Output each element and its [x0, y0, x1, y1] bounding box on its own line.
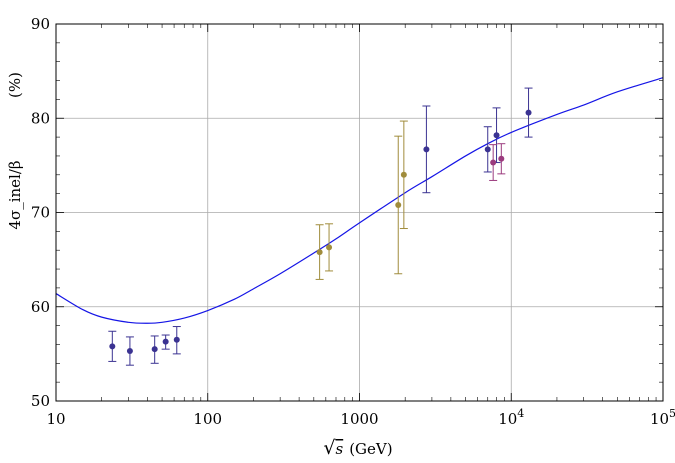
y-tick-label: 80 [31, 109, 50, 127]
data-point [151, 346, 158, 353]
minor-ticks [55, 23, 664, 402]
x-tick-label: 10 [46, 410, 65, 428]
fit-curve [55, 77, 664, 324]
x-tick-base: 1000 [340, 410, 378, 428]
y-tick-label: 50 [31, 392, 50, 410]
x-tick-exponent: 5 [669, 407, 675, 420]
x-tick-label: 105 [650, 407, 675, 428]
data-point [525, 109, 532, 116]
data-point [423, 146, 430, 153]
data-series-3 [489, 143, 506, 181]
x-tick-labels: 10 100 1000 104 105 [46, 407, 675, 428]
y-axis-label: 4σ_inel/β [6, 160, 24, 229]
data-point [395, 201, 402, 208]
x-tick-base: 100 [193, 410, 222, 428]
y-tick-label: 60 [31, 298, 50, 316]
x-tick-exponent: 4 [517, 407, 524, 420]
x-axis-unit: (GeV) [349, 440, 392, 458]
data-point [109, 343, 116, 350]
y-tick-labels: 50 60 70 80 90 [31, 15, 50, 410]
y-axis-unit: (%) [6, 72, 24, 98]
x-axis-variable: s [336, 440, 344, 458]
x-tick-label: 104 [498, 407, 524, 428]
data-point [498, 155, 505, 162]
data-point [484, 146, 491, 153]
data-point [173, 336, 180, 343]
x-tick-base: 10 [650, 410, 669, 428]
data-point [490, 159, 497, 166]
data-series-2 [315, 120, 408, 280]
x-tick-label: 100 [193, 410, 222, 428]
fit-curve-line [55, 77, 664, 324]
x-axis-sqrt-symbol: √ [323, 437, 336, 459]
data-point [316, 249, 323, 256]
data-point [162, 338, 169, 345]
x-tick-label: 1000 [340, 410, 378, 428]
y-tick-label: 90 [31, 15, 50, 33]
data-point [493, 132, 500, 139]
x-tick-base: 10 [46, 410, 65, 428]
data-point [400, 171, 407, 178]
plot-frame [55, 23, 664, 402]
x-tick-base: 10 [498, 410, 517, 428]
grid-lines [56, 24, 663, 401]
data-points [108, 87, 533, 366]
data-series-1 [108, 87, 533, 366]
data-point [126, 348, 133, 355]
y-tick-label: 70 [31, 204, 50, 222]
data-point [326, 244, 333, 251]
x-axis-label: √s (GeV) [323, 437, 392, 459]
